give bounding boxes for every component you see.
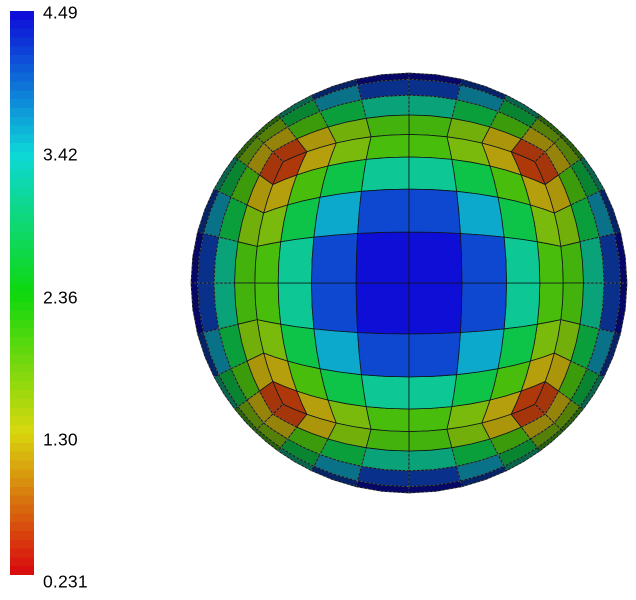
colorbar-tick-max: 4.49	[43, 2, 78, 23]
colorbar-tick-2: 3.42	[43, 144, 78, 165]
colorbar-tick-mid: 2.36	[43, 287, 78, 308]
colorbar-legend: 4.49 3.42 2.36 1.30 0.231	[10, 0, 120, 600]
colorbar-gradient	[10, 11, 34, 575]
colorbar-tick-4: 1.30	[43, 429, 78, 450]
colorbar-tick-min: 0.231	[43, 571, 88, 592]
